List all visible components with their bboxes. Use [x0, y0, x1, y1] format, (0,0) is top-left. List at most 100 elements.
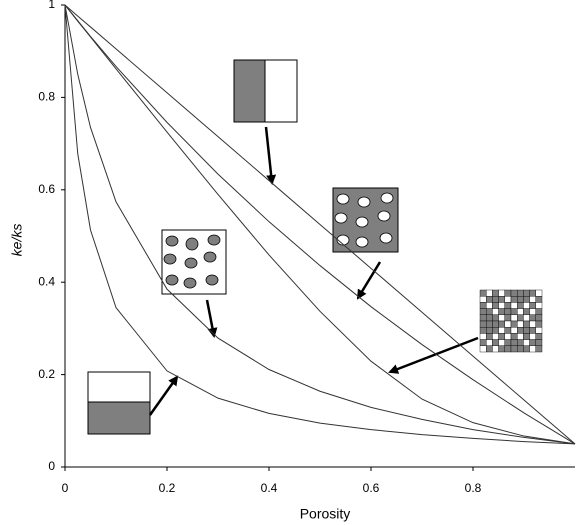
- cell: [505, 315, 511, 321]
- chart: Porosity ke/ks 00.20.40.60.8100.20.40.60…: [0, 0, 577, 525]
- cell: [530, 333, 536, 339]
- cell: [530, 321, 536, 327]
- cell: [517, 321, 523, 327]
- cell: [523, 309, 529, 315]
- cell: [517, 327, 523, 333]
- cell: [480, 340, 486, 346]
- cell: [480, 290, 486, 296]
- cell: [486, 315, 492, 321]
- cell: [536, 346, 542, 352]
- cell: [523, 346, 529, 352]
- cell: [505, 333, 511, 339]
- cell: [530, 296, 536, 302]
- cell: [511, 333, 517, 339]
- cell: [530, 302, 536, 308]
- cell: [480, 321, 486, 327]
- cell: [517, 309, 523, 315]
- cell: [523, 340, 529, 346]
- cell: [492, 321, 498, 327]
- cell: [486, 340, 492, 346]
- y-tick-label: 0.4: [38, 274, 55, 288]
- y-tick-label: 0.6: [38, 182, 55, 196]
- cell: [499, 302, 505, 308]
- x-tick-label: 0.4: [261, 481, 278, 495]
- insets: [88, 60, 542, 434]
- cell: [505, 309, 511, 315]
- cell: [536, 321, 542, 327]
- cell: [536, 296, 542, 302]
- y-axis-label: ke/ks: [9, 224, 25, 257]
- cell: [486, 321, 492, 327]
- cell: [523, 321, 529, 327]
- cell: [505, 296, 511, 302]
- inset-parallel-fill: [234, 60, 265, 122]
- cell: [536, 340, 542, 346]
- cell: [492, 290, 498, 296]
- cell: [492, 315, 498, 321]
- cell: [492, 346, 498, 352]
- cell: [517, 333, 523, 339]
- cell: [511, 327, 517, 333]
- cell: [505, 290, 511, 296]
- cell: [530, 315, 536, 321]
- cell: [511, 290, 517, 296]
- cell: [536, 315, 542, 321]
- cell: [517, 290, 523, 296]
- cell: [517, 296, 523, 302]
- cell: [480, 346, 486, 352]
- cell: [486, 302, 492, 308]
- y-tick-label: 0.8: [38, 90, 55, 104]
- cell: [523, 296, 529, 302]
- cell: [523, 315, 529, 321]
- cell: [536, 327, 542, 333]
- cell: [536, 309, 542, 315]
- cell: [499, 309, 505, 315]
- arrow: [266, 127, 272, 183]
- cell: [486, 333, 492, 339]
- cell: [505, 321, 511, 327]
- y-tick-label: 1: [48, 0, 55, 11]
- cell: [492, 340, 498, 346]
- cell: [480, 327, 486, 333]
- cell: [480, 333, 486, 339]
- cell: [511, 296, 517, 302]
- x-tick-label: 0.6: [363, 481, 380, 495]
- arrow: [358, 262, 380, 298]
- cell: [530, 346, 536, 352]
- cell: [505, 340, 511, 346]
- cell: [536, 333, 542, 339]
- x-axis-label: Porosity: [300, 506, 351, 522]
- pores: [335, 193, 393, 247]
- cell: [486, 327, 492, 333]
- arrow: [390, 338, 478, 372]
- cell: [499, 315, 505, 321]
- x-tick-label: 0: [62, 481, 69, 495]
- inset-series-fill: [88, 402, 150, 434]
- cell: [530, 290, 536, 296]
- cell: [492, 302, 498, 308]
- cell: [492, 296, 498, 302]
- cell: [492, 333, 498, 339]
- cell: [536, 302, 542, 308]
- cell: [511, 302, 517, 308]
- cell: [480, 296, 486, 302]
- cell: [530, 309, 536, 315]
- cell: [511, 346, 517, 352]
- cell: [492, 309, 498, 315]
- arrow: [150, 377, 177, 415]
- cell: [517, 346, 523, 352]
- cell: [523, 333, 529, 339]
- cell: [511, 340, 517, 346]
- cell: [499, 327, 505, 333]
- cell: [511, 315, 517, 321]
- cell: [480, 302, 486, 308]
- cell: [523, 302, 529, 308]
- cell: [523, 327, 529, 333]
- cell: [499, 333, 505, 339]
- cell: [517, 340, 523, 346]
- cell: [499, 290, 505, 296]
- cell: [499, 321, 505, 327]
- cell: [499, 346, 505, 352]
- cell: [486, 346, 492, 352]
- cell: [517, 315, 523, 321]
